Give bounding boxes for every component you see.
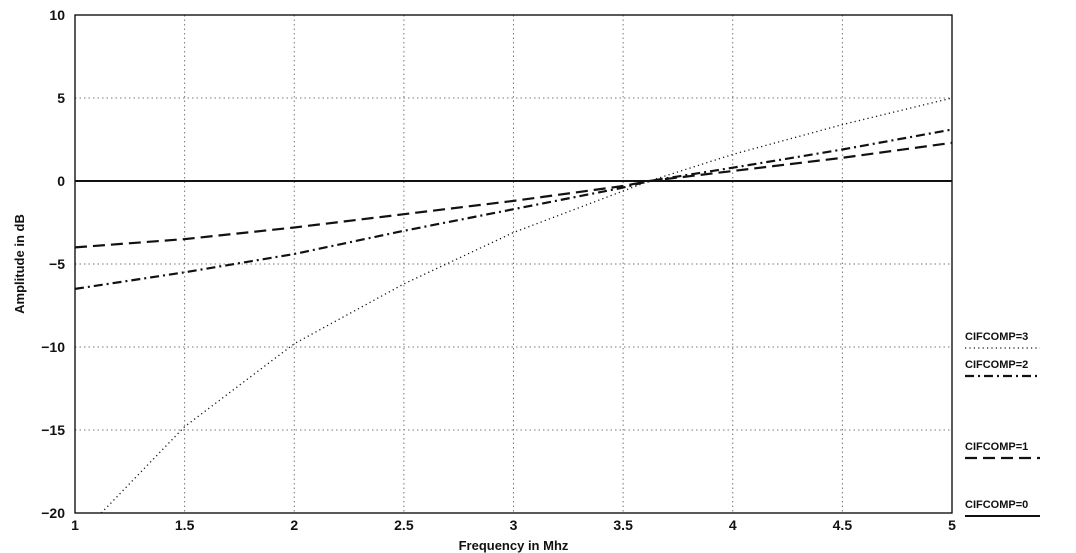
x-tick-labels: 1 1.5 2 2.5 3 3.5 4 4.5 5: [71, 517, 956, 533]
plot-frame: [74, 14, 953, 514]
y-axis-label: Amplitude in dB: [12, 214, 27, 314]
legend-label: CIFCOMP=2: [965, 359, 1028, 371]
grid: [75, 15, 952, 513]
x-tick-label: 2.5: [394, 517, 414, 533]
y-tick-label: −5: [49, 256, 65, 272]
y-tick-label: 0: [57, 173, 65, 189]
y-tick-labels: 10 5 0 −5 −10 −15 −20: [41, 7, 65, 521]
x-tick-label: 1: [71, 517, 79, 533]
y-tick-label: −10: [41, 339, 65, 355]
x-tick-label: 3: [510, 517, 518, 533]
x-tick-label: 1.5: [175, 517, 195, 533]
y-tick-label: −15: [41, 422, 65, 438]
series-line-cifcomp-1: [74, 141, 953, 249]
x-tick-label: 4: [729, 517, 737, 533]
x-axis-label: Frequency in Mhz: [459, 538, 569, 553]
x-tick-label: 3.5: [613, 517, 633, 533]
series-group: [74, 97, 953, 514]
legend: CIFCOMP=3 CIFCOMP=2 CIFCOMP=1 CIFCOMP=0: [965, 331, 1040, 517]
legend-label: CIFCOMP=0: [965, 499, 1028, 511]
x-tick-label: 4.5: [833, 517, 853, 533]
y-tick-label: 10: [49, 7, 65, 23]
legend-label: CIFCOMP=1: [965, 441, 1028, 453]
legend-label: CIFCOMP=3: [965, 331, 1028, 343]
x-tick-label: 2: [290, 517, 298, 533]
series-line-cifcomp-2: [74, 128, 953, 290]
y-tick-label: 5: [57, 90, 65, 106]
x-tick-label: 5: [948, 517, 956, 533]
y-tick-label: −20: [41, 505, 65, 521]
series-line-cifcomp-3: [100, 97, 953, 514]
